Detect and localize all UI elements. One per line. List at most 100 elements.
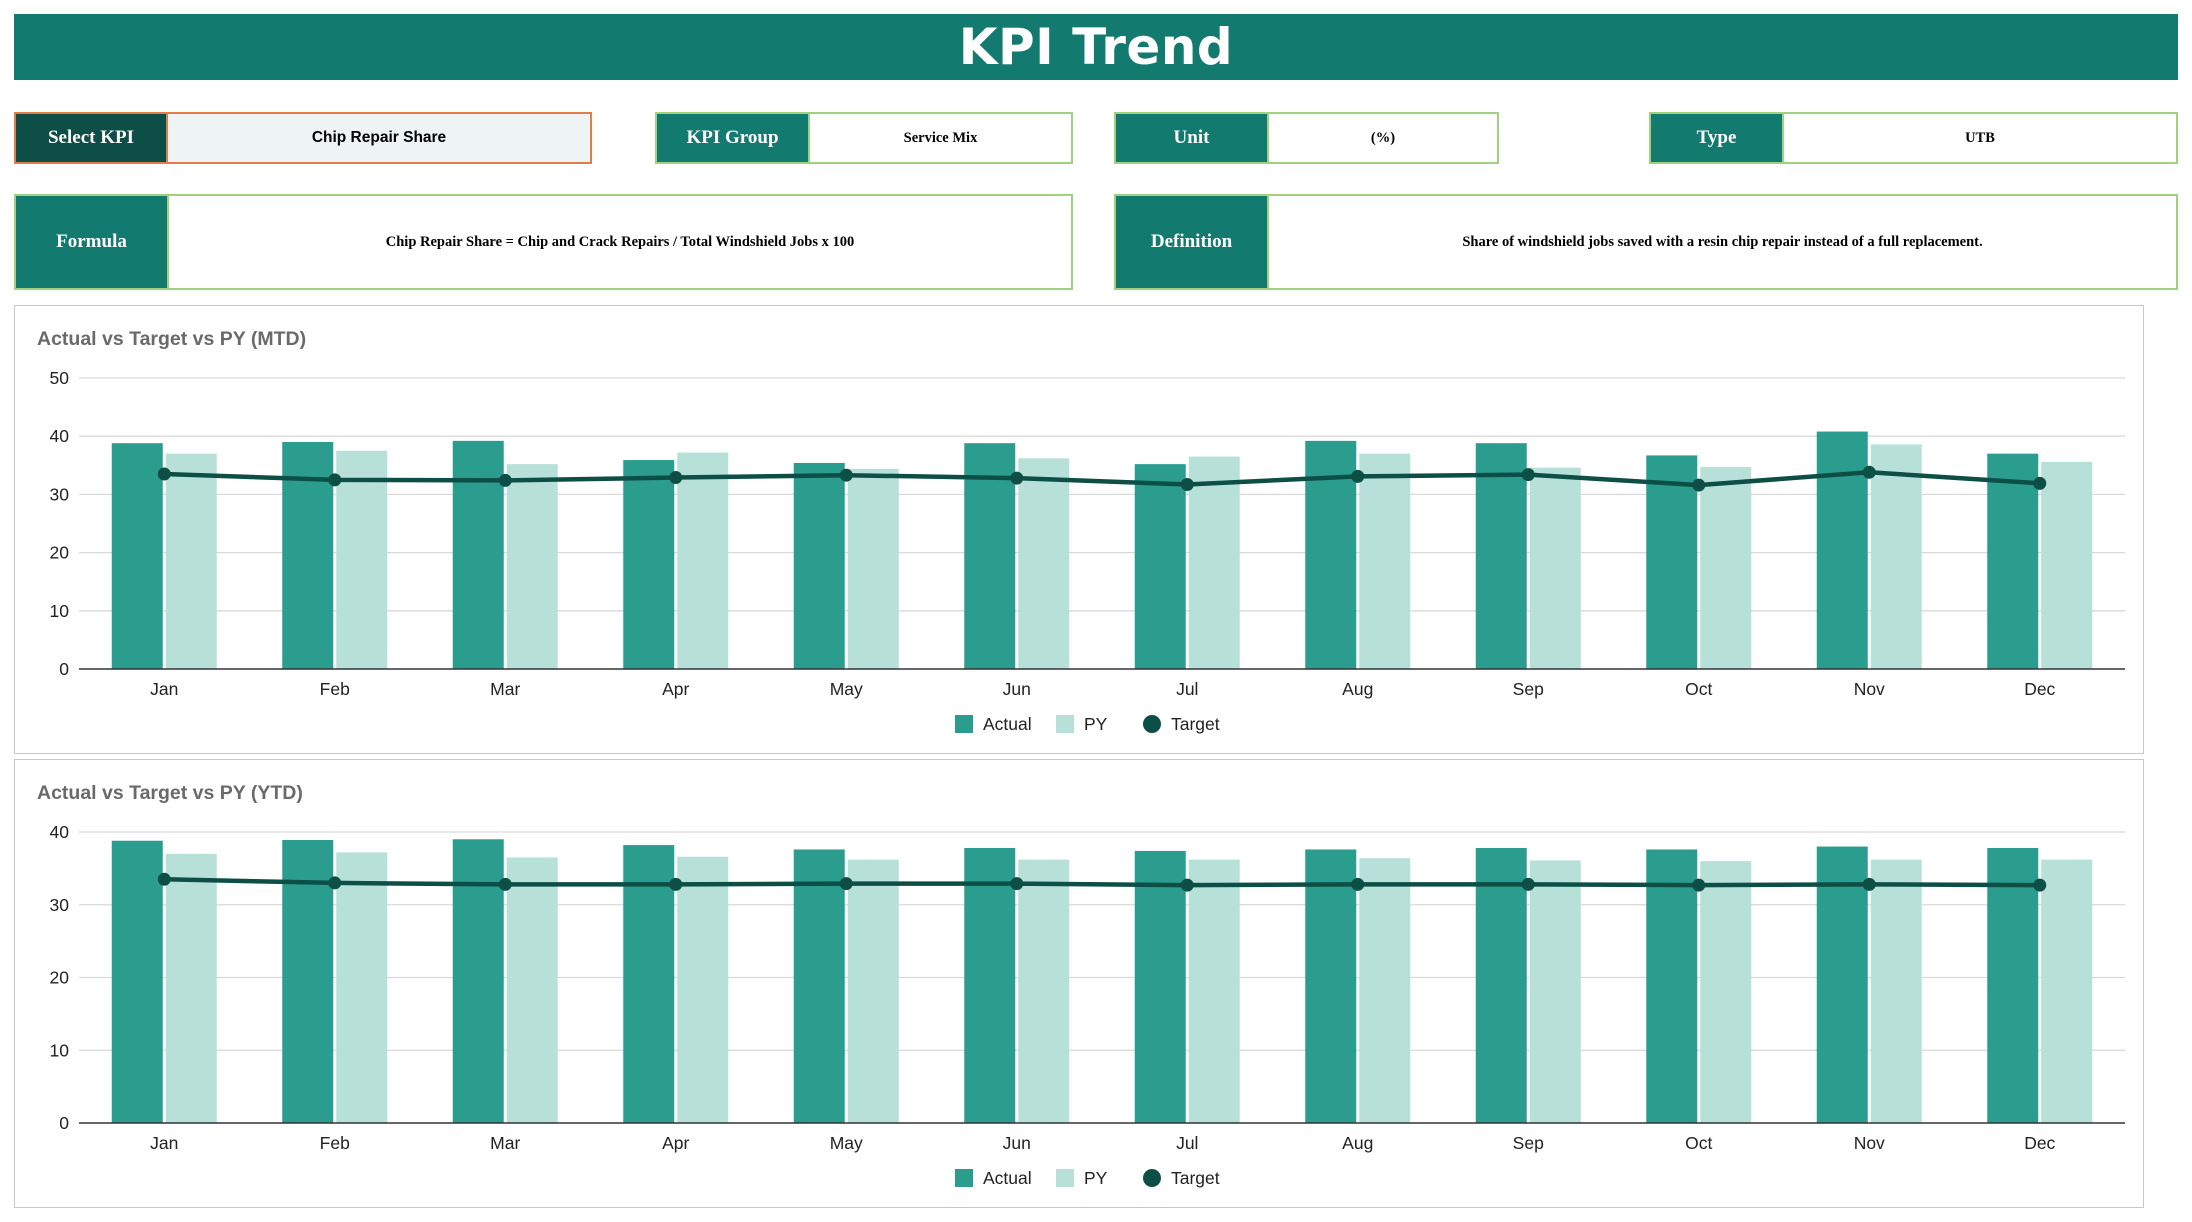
ytd-point-target xyxy=(2033,878,2047,892)
ytd-legend-swatch-target xyxy=(1143,1169,1161,1187)
ytd-point-target xyxy=(157,872,171,886)
mtd-point-target xyxy=(1351,469,1365,483)
mtd-x-tick-label: Apr xyxy=(662,679,689,699)
ytd-bar-actual xyxy=(1646,849,1698,1123)
unit-field: Unit (%) xyxy=(1114,112,1499,164)
ytd-bar-py xyxy=(677,856,729,1123)
mtd-bar-py xyxy=(1870,444,1922,669)
mtd-y-tick-label: 30 xyxy=(50,484,70,504)
ytd-x-tick-label: Oct xyxy=(1685,1133,1712,1153)
ytd-bar-actual xyxy=(1475,848,1527,1123)
mtd-point-target xyxy=(1862,465,1876,479)
ytd-x-tick-label: Dec xyxy=(2024,1133,2055,1153)
formula-label: Formula xyxy=(16,196,169,288)
ytd-bar-py xyxy=(506,857,558,1123)
ytd-bar-actual xyxy=(1134,850,1186,1123)
ytd-bar-py xyxy=(2041,859,2093,1123)
mtd-legend-swatch-target xyxy=(1143,715,1161,733)
mtd-y-tick-label: 40 xyxy=(50,426,70,446)
kpi-group-value: Service Mix xyxy=(903,129,978,146)
ytd-chart-title: Actual vs Target vs PY (YTD) xyxy=(37,782,303,804)
mtd-point-target xyxy=(157,467,171,481)
ytd-bar-py xyxy=(1018,859,1070,1123)
mtd-x-tick-label: May xyxy=(830,679,863,699)
mtd-legend-label-target: Target xyxy=(1171,714,1220,734)
mtd-y-tick-label: 50 xyxy=(50,368,70,388)
mtd-x-tick-label: Jan xyxy=(150,679,178,699)
ytd-bar-py xyxy=(165,853,217,1123)
mtd-bar-py xyxy=(847,468,899,669)
ytd-x-tick-label: Nov xyxy=(1854,1133,1885,1153)
mtd-bar-py xyxy=(506,464,558,669)
mtd-chart: 0 10 20 30 40 50 Jan Feb Mar Apr May Jun Jul Aug Sep Oc… xyxy=(50,368,2125,734)
select-kpi-field: Select KPI Chip Repair Share xyxy=(14,112,592,164)
mtd-x-tick-label: Feb xyxy=(320,679,350,699)
mtd-point-target xyxy=(498,473,512,487)
select-kpi-dropdown[interactable]: Chip Repair Share xyxy=(168,114,590,162)
ytd-x-tick-label: Aug xyxy=(1342,1133,1373,1153)
ytd-point-target xyxy=(1862,877,1876,891)
ytd-y-tick-label: 30 xyxy=(50,895,70,915)
mtd-bar-py xyxy=(1359,453,1411,669)
mtd-point-target xyxy=(1180,478,1194,492)
unit-label: Unit xyxy=(1116,114,1269,162)
mtd-point-target xyxy=(1521,468,1535,482)
type-value: UTB xyxy=(1965,129,1995,146)
ytd-x-tick-label: Sep xyxy=(1513,1133,1544,1153)
mtd-chart-title: Actual vs Target vs PY (MTD) xyxy=(37,328,307,350)
ytd-y-tick-label: 20 xyxy=(50,968,70,988)
mtd-x-tick-label: Aug xyxy=(1342,679,1373,699)
mtd-bar-actual xyxy=(1646,455,1698,669)
mtd-legend-swatch-actual xyxy=(955,715,973,733)
ytd-bar-py xyxy=(1700,861,1752,1123)
ytd-x-tick-label: Jun xyxy=(1003,1133,1031,1153)
ytd-point-target xyxy=(1521,877,1535,891)
mtd-legend-label-py: PY xyxy=(1084,714,1108,734)
ytd-bar-actual xyxy=(452,839,504,1123)
ytd-y-tick-label: 40 xyxy=(50,822,70,842)
mtd-bar-actual xyxy=(1816,431,1868,669)
formula-value: Chip Repair Share = Chip and Crack Repai… xyxy=(385,233,855,250)
mtd-bar-py xyxy=(1529,467,1581,669)
mtd-legend-swatch-py xyxy=(1056,715,1074,733)
definition-field: Definition Share of windshield jobs save… xyxy=(1114,194,2178,290)
mtd-x-tick-label: Nov xyxy=(1854,679,1885,699)
ytd-bar-actual xyxy=(1816,846,1868,1123)
mtd-point-target xyxy=(328,473,342,487)
mtd-bar-actual xyxy=(1987,453,2039,669)
mtd-bar-actual xyxy=(793,462,845,669)
mtd-point-target xyxy=(839,468,853,482)
mtd-bar-actual xyxy=(1475,443,1527,669)
mtd-chart-panel: Actual vs Target vs PY (MTD) 0 10 20 30 40 50… xyxy=(14,305,2144,754)
ytd-bar-actual xyxy=(1305,849,1357,1123)
kpi-group-label: KPI Group xyxy=(657,114,810,162)
ytd-y-tick-label: 10 xyxy=(50,1040,70,1060)
mtd-x-tick-label: Sep xyxy=(1513,679,1544,699)
mtd-bar-py xyxy=(2041,461,2093,669)
ytd-legend-swatch-py xyxy=(1056,1169,1074,1187)
mtd-point-target xyxy=(669,471,683,485)
ytd-x-tick-label: May xyxy=(830,1133,863,1153)
mtd-bar-actual xyxy=(282,442,334,669)
mtd-legend-label-actual: Actual xyxy=(983,714,1032,734)
select-kpi-label: Select KPI xyxy=(16,114,168,162)
ytd-x-tick-label: Apr xyxy=(662,1133,689,1153)
mtd-bar-actual xyxy=(452,440,504,669)
mtd-bar-py xyxy=(1700,467,1752,669)
mtd-y-tick-label: 10 xyxy=(50,601,70,621)
ytd-bar-actual xyxy=(793,849,845,1123)
ytd-point-target xyxy=(669,877,683,891)
mtd-bar-py xyxy=(336,450,388,669)
ytd-point-target xyxy=(498,877,512,891)
ytd-bar-actual xyxy=(623,845,675,1123)
ytd-legend-label-actual: Actual xyxy=(983,1168,1032,1188)
mtd-x-tick-label: Dec xyxy=(2024,679,2055,699)
mtd-y-tick-label: 0 xyxy=(59,659,69,679)
ytd-x-tick-label: Mar xyxy=(490,1133,520,1153)
ytd-bar-py xyxy=(1870,859,1922,1123)
ytd-bar-actual xyxy=(111,840,163,1123)
page-title: KPI Trend xyxy=(958,18,1234,76)
kpi-group-field: KPI Group Service Mix xyxy=(655,112,1073,164)
mtd-x-tick-label: Jun xyxy=(1003,679,1031,699)
type-label: Type xyxy=(1651,114,1784,162)
